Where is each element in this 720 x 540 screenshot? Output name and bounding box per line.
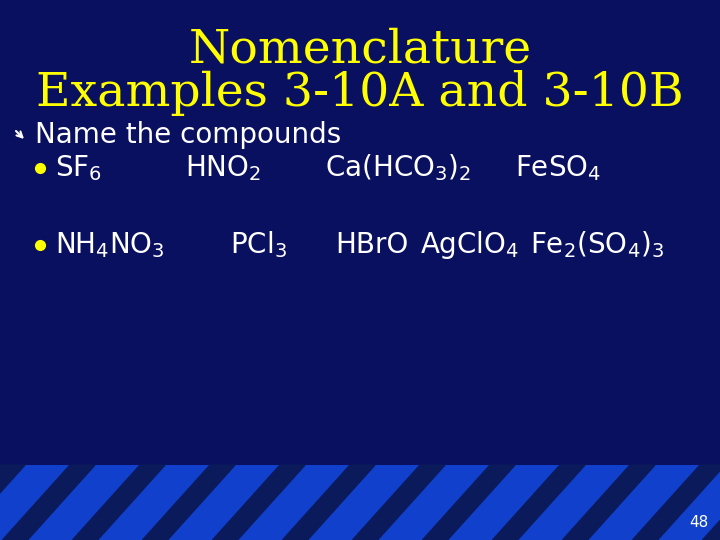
Text: NH$_4$NO$_3$: NH$_4$NO$_3$ bbox=[55, 230, 165, 260]
Polygon shape bbox=[73, 465, 165, 540]
Text: Fe$_2$(SO$_4$)$_3$: Fe$_2$(SO$_4$)$_3$ bbox=[530, 230, 664, 260]
Polygon shape bbox=[212, 465, 305, 540]
Text: 48: 48 bbox=[689, 515, 708, 530]
Polygon shape bbox=[353, 465, 445, 540]
Polygon shape bbox=[703, 465, 720, 540]
Polygon shape bbox=[632, 465, 720, 540]
Text: Ca(HCO$_3$)$_2$: Ca(HCO$_3$)$_2$ bbox=[325, 153, 471, 184]
Text: HNO$_2$: HNO$_2$ bbox=[185, 153, 261, 183]
Bar bbox=[0, 465, 720, 540]
Polygon shape bbox=[423, 465, 515, 540]
Text: SF$_6$: SF$_6$ bbox=[55, 153, 102, 183]
Text: PCl$_3$: PCl$_3$ bbox=[230, 230, 287, 260]
Polygon shape bbox=[492, 465, 585, 540]
Polygon shape bbox=[282, 465, 375, 540]
Text: HBrO: HBrO bbox=[335, 231, 408, 259]
Text: FeSO$_4$: FeSO$_4$ bbox=[515, 153, 601, 183]
Polygon shape bbox=[562, 465, 655, 540]
Text: Examples 3-10A and 3-10B: Examples 3-10A and 3-10B bbox=[36, 70, 684, 116]
Polygon shape bbox=[2, 465, 95, 540]
Text: Name the compounds: Name the compounds bbox=[35, 121, 341, 149]
Polygon shape bbox=[143, 465, 235, 540]
Text: AgClO$_4$: AgClO$_4$ bbox=[420, 229, 519, 261]
Text: Nomenclature: Nomenclature bbox=[189, 28, 531, 73]
Polygon shape bbox=[0, 465, 25, 540]
